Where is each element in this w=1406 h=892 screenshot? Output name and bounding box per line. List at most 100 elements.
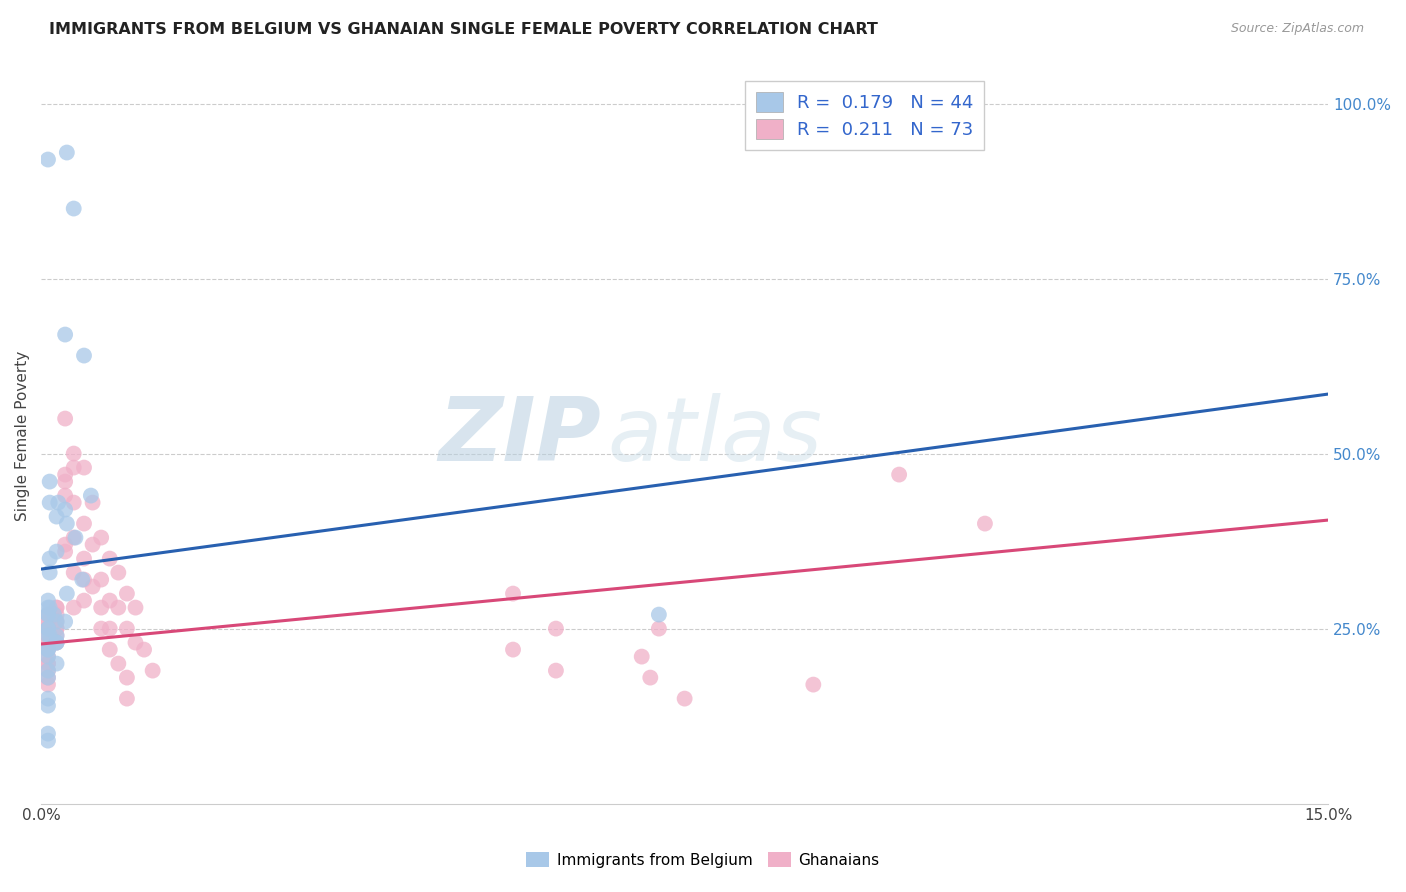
Point [82, 538, 104, 552]
Point [544, 664, 567, 678]
Point [45, 600, 67, 615]
Point [37, 664, 59, 678]
Point [45, 509, 67, 524]
Point [45, 635, 67, 649]
Point [37, 691, 59, 706]
Point [38, 629, 60, 643]
Point [82, 495, 104, 509]
Point [56, 145, 79, 160]
Text: Source: ZipAtlas.com: Source: ZipAtlas.com [1230, 22, 1364, 36]
Point [37, 657, 59, 671]
Point [45, 629, 67, 643]
Point [38, 600, 60, 615]
Point [37, 635, 59, 649]
Point [73, 593, 96, 607]
Point [37, 642, 59, 657]
Point [115, 586, 138, 600]
Point [38, 495, 60, 509]
Point [37, 607, 59, 622]
Point [37, 622, 59, 636]
Text: atlas: atlas [607, 393, 823, 479]
Point [73, 349, 96, 363]
Point [37, 642, 59, 657]
Point [37, 698, 59, 713]
Point [45, 657, 67, 671]
Point [142, 664, 165, 678]
Point [107, 566, 129, 580]
Point [37, 622, 59, 636]
Point [90, 531, 112, 545]
Point [45, 635, 67, 649]
Point [37, 733, 59, 747]
Point [90, 622, 112, 636]
Point [45, 622, 67, 636]
Point [45, 622, 67, 636]
Point [82, 580, 104, 594]
Point [90, 573, 112, 587]
Point [640, 671, 662, 685]
Point [38, 551, 60, 566]
Point [132, 642, 155, 657]
Point [801, 677, 824, 691]
Point [115, 691, 138, 706]
Point [37, 671, 59, 685]
Point [53, 489, 76, 503]
Point [544, 622, 567, 636]
Point [46, 495, 69, 509]
Point [73, 460, 96, 475]
Point [56, 586, 79, 600]
Point [37, 615, 59, 629]
Legend: Immigrants from Belgium, Ghanaians: Immigrants from Belgium, Ghanaians [520, 846, 886, 873]
Point [887, 467, 910, 482]
Point [648, 622, 671, 636]
Point [37, 622, 59, 636]
Point [62, 531, 84, 545]
Point [37, 593, 59, 607]
Text: ZIP: ZIP [439, 392, 600, 480]
Point [98, 551, 121, 566]
Point [115, 622, 138, 636]
Point [37, 671, 59, 685]
Point [37, 642, 59, 657]
Point [45, 615, 67, 629]
Point [45, 629, 67, 643]
Y-axis label: Single Female Poverty: Single Female Poverty [15, 351, 30, 521]
Point [62, 202, 84, 216]
Point [45, 544, 67, 558]
Point [72, 573, 94, 587]
Point [115, 671, 138, 685]
Point [107, 657, 129, 671]
Point [98, 593, 121, 607]
Point [45, 607, 67, 622]
Point [56, 516, 79, 531]
Point [62, 566, 84, 580]
Point [37, 649, 59, 664]
Point [37, 664, 59, 678]
Point [53, 411, 76, 425]
Point [73, 551, 96, 566]
Point [38, 475, 60, 489]
Point [62, 460, 84, 475]
Point [502, 642, 524, 657]
Point [37, 726, 59, 740]
Point [38, 566, 60, 580]
Point [53, 475, 76, 489]
Point [42, 607, 65, 622]
Point [37, 649, 59, 664]
Point [37, 677, 59, 691]
Point [124, 600, 146, 615]
Point [53, 502, 76, 516]
Point [45, 600, 67, 615]
Point [62, 446, 84, 460]
Point [37, 629, 59, 643]
Point [37, 600, 59, 615]
Point [73, 516, 96, 531]
Point [90, 600, 112, 615]
Point [98, 642, 121, 657]
Point [37, 629, 59, 643]
Point [65, 531, 87, 545]
Point [502, 586, 524, 600]
Point [53, 544, 76, 558]
Point [648, 607, 671, 622]
Point [45, 615, 67, 629]
